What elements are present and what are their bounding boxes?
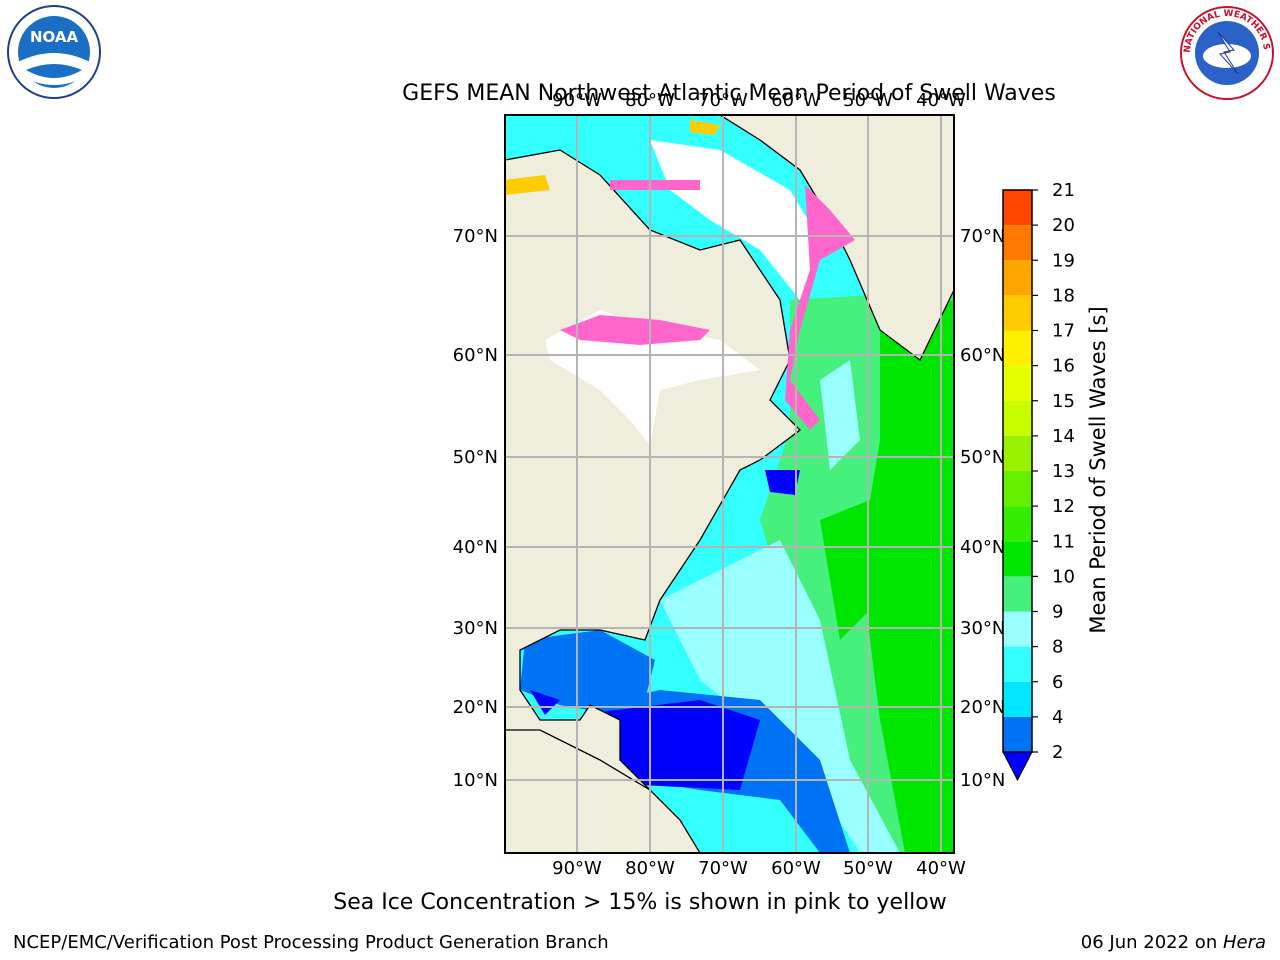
lat-labels-left: 70°N 60°N 50°N 40°N 30°N 20°N 10°N <box>453 226 498 791</box>
lat-label-right: 70°N <box>960 226 1005 247</box>
colorbar-band <box>1003 506 1032 542</box>
colorbar-band <box>1003 225 1032 261</box>
swell-region-6 <box>520 630 655 720</box>
colorbar: 2 4 6 8 9 10 11 12 13 14 15 16 17 18 19 20 21 <box>1002 180 1075 782</box>
lon-label-top: 40°W <box>916 90 966 111</box>
colorbar-tick-label: 14 <box>1052 426 1075 447</box>
colorbar-tick-label: 15 <box>1052 391 1075 412</box>
lat-label-left: 50°N <box>453 447 498 468</box>
lon-label-bottom: 50°W <box>843 858 893 879</box>
lat-label-right: 10°N <box>960 770 1005 791</box>
colorbar-tick-label: 16 <box>1052 356 1075 377</box>
lat-label-left: 60°N <box>453 345 498 366</box>
sea-ice-patch-1 <box>545 310 760 445</box>
lat-labels-right: 70°N 60°N 50°N 40°N 30°N 20°N 10°N <box>960 226 1005 791</box>
title-line-1: GEFS MEAN Northwest Atlantic Mean Period… <box>402 81 1056 106</box>
lon-label-top: 50°W <box>843 90 893 111</box>
colorbar-title: Mean Period of Swell Waves [s] <box>1086 306 1110 634</box>
colorbar-extend-arrow <box>1002 751 1033 782</box>
colorbar-tick-label: 6 <box>1052 672 1063 693</box>
colorbar-band <box>1003 190 1032 226</box>
colorbar-tick-label: 12 <box>1052 496 1075 517</box>
lon-label-bottom: 60°W <box>771 858 821 879</box>
swell-region-9 <box>530 690 560 715</box>
sea-ice-patch-5 <box>785 185 855 430</box>
swell-region-10 <box>765 470 800 495</box>
colorbar-band <box>1003 611 1032 647</box>
colorbar-tick-label: 18 <box>1052 285 1075 306</box>
lon-label-bottom: 70°W <box>698 858 748 879</box>
lat-label-right: 20°N <box>960 697 1005 718</box>
colorbar-tick-label: 8 <box>1052 637 1063 658</box>
colorbar-band <box>1003 365 1032 401</box>
colorbar-band <box>1003 646 1032 682</box>
lat-label-right: 50°N <box>960 447 1005 468</box>
swell-region-4 <box>660 540 900 853</box>
lon-label-bottom: 90°W <box>552 858 602 879</box>
lat-label-left: 70°N <box>453 226 498 247</box>
lon-label-top: 90°W <box>552 90 602 111</box>
colorbar-band <box>1003 541 1032 577</box>
colorbar-tick-label: 9 <box>1052 602 1063 623</box>
colorbar-band <box>1003 435 1032 471</box>
colorbar-tick-label: 4 <box>1052 707 1063 728</box>
sea-ice-patch-4 <box>560 315 710 345</box>
nws-logo: NATIONAL WEATHER SERVICE <box>1178 4 1274 100</box>
date-text: 06 Jun 2022 on <box>1080 932 1223 953</box>
land-mass-2 <box>718 115 954 361</box>
lon-label-top: 60°W <box>771 90 821 111</box>
lon-labels-top: 90°W 80°W 70°W 60°W 50°W 40°W <box>552 90 966 111</box>
lat-label-right: 30°N <box>960 618 1005 639</box>
sea-ice-caption: Sea Ice Concentration > 15% is shown in … <box>333 890 947 915</box>
lat-label-right: 60°N <box>960 345 1005 366</box>
sea-ice-patch-7 <box>690 120 720 135</box>
lat-label-left: 40°N <box>453 537 498 558</box>
colorbar-tick-label: 19 <box>1052 250 1075 271</box>
graticule <box>505 115 954 853</box>
colorbar-tick-label: 21 <box>1052 180 1075 201</box>
colorbar-band <box>1003 471 1032 507</box>
land-mass-3 <box>505 729 701 853</box>
sea-ice-layer <box>505 120 855 445</box>
noaa-logo-text: NOAA <box>30 28 79 46</box>
noaa-logo: NOAA <box>7 5 101 99</box>
colorbar-tick-label: 11 <box>1052 531 1075 552</box>
lon-labels-bottom: 90°W 80°W 70°W 60°W 50°W 40°W <box>552 858 966 879</box>
colorbar-tick-label: 10 <box>1052 566 1075 587</box>
lon-label-top: 80°W <box>625 90 675 111</box>
colorbar-band <box>1003 260 1032 296</box>
swell-region-8 <box>600 700 760 790</box>
sea-ice-patch-6 <box>505 175 550 195</box>
colorbar-band <box>1003 576 1032 612</box>
lon-label-top: 70°W <box>698 90 748 111</box>
issue-date: 06 Jun 2022 on Hera <box>1081 932 1266 953</box>
colorbar-tick-label: 20 <box>1052 215 1075 236</box>
lon-label-bottom: 40°W <box>916 858 966 879</box>
host-name: Hera <box>1222 932 1266 953</box>
swell-region-2 <box>860 300 954 853</box>
credit-text: NCEP/EMC/Verification Post Processing Pr… <box>13 932 609 953</box>
colorbar-tick-label: 17 <box>1052 321 1075 342</box>
lat-label-left: 30°N <box>453 618 498 639</box>
sea-ice-patch-3 <box>610 180 700 190</box>
map-frame <box>504 114 955 854</box>
lat-label-right: 40°N <box>960 537 1005 558</box>
colorbar-band <box>1003 330 1032 366</box>
lat-label-left: 10°N <box>453 770 498 791</box>
lon-label-bottom: 80°W <box>625 858 675 879</box>
swell-field-layer <box>520 290 954 853</box>
swell-region-5 <box>820 360 860 470</box>
colorbar-band <box>1003 295 1032 331</box>
swell-region-3 <box>820 500 880 640</box>
colorbar-band <box>1003 400 1032 436</box>
lat-label-left: 20°N <box>453 697 498 718</box>
colorbar-tick-label: 2 <box>1052 742 1063 763</box>
colorbar-band <box>1003 681 1032 717</box>
colorbar-tick-label: 13 <box>1052 461 1075 482</box>
colorbar-band <box>1003 716 1032 752</box>
